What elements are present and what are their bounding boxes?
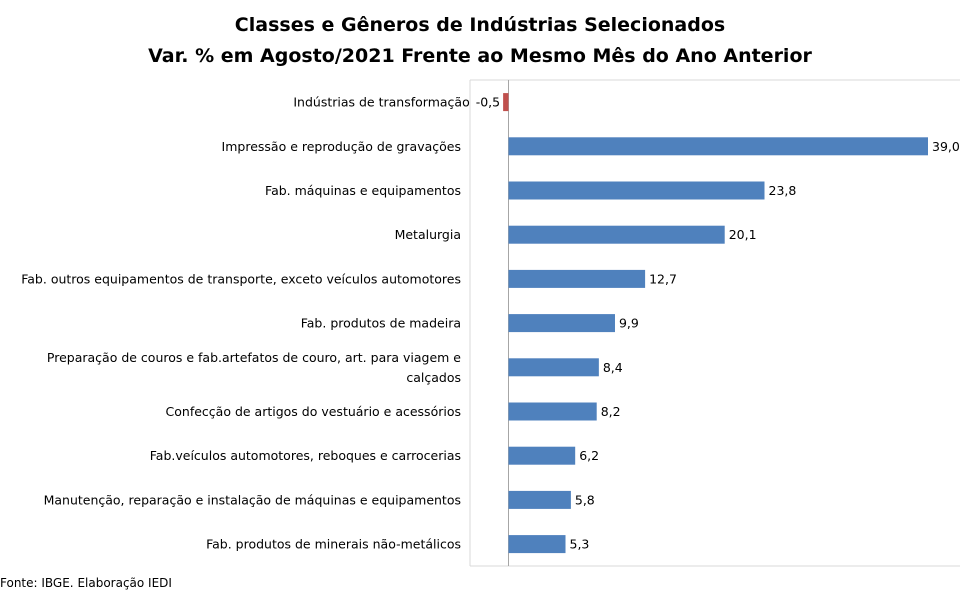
bar-2 — [508, 181, 765, 200]
bar-4 — [508, 269, 646, 288]
value-label-4: 12,7 — [649, 271, 677, 286]
value-label-10: 5,3 — [570, 537, 590, 552]
category-label-2: Fab. máquinas e equipamentos — [265, 183, 461, 198]
source-note: Fonte: IBGE. Elaboração IEDI — [0, 576, 172, 590]
category-label-6-line-0: Preparação de couros e fab.artefatos de … — [47, 350, 461, 365]
category-label-7: Confecção de artigos do vestuário e aces… — [166, 404, 461, 419]
value-label-5: 9,9 — [619, 316, 639, 331]
bar-3 — [508, 225, 725, 244]
bar-9 — [508, 490, 571, 509]
category-label-0: Indústrias de transformação — [293, 95, 469, 110]
bar-0 — [503, 93, 509, 112]
bar-7 — [508, 402, 597, 421]
category-label-6-line-1: calçados — [406, 370, 461, 385]
value-label-2: 23,8 — [769, 183, 797, 198]
value-label-7: 8,2 — [601, 404, 621, 419]
value-label-8: 6,2 — [579, 448, 599, 463]
value-label-3: 20,1 — [729, 227, 757, 242]
value-label-9: 5,8 — [575, 492, 595, 507]
category-label-8: Fab.veículos automotores, reboques e car… — [150, 448, 461, 463]
value-label-0: -0,5 — [476, 95, 500, 110]
value-label-1: 39,0 — [932, 139, 960, 154]
category-label-10: Fab. produtos de minerais não-metálicos — [206, 537, 461, 552]
category-label-5: Fab. produtos de madeira — [301, 316, 461, 331]
bar-6 — [508, 358, 599, 377]
category-label-9: Manutenção, reparação e instalação de má… — [44, 492, 461, 507]
category-label-1: Impressão e reprodução de gravações — [222, 139, 461, 154]
chart-marks: -0,5 Indústrias de transformação 39,0 Impre… — [21, 93, 960, 554]
chart-title-line-2: Var. % em Agosto/2021 Frente ao Mesmo Mê… — [148, 45, 812, 67]
bar-1 — [508, 137, 928, 156]
bar-10 — [508, 535, 566, 554]
value-label-6: 8,4 — [603, 360, 623, 375]
bar-8 — [508, 446, 576, 465]
category-label-4: Fab. outros equipamentos de transporte, … — [21, 271, 461, 286]
category-label-3: Metalurgia — [395, 227, 461, 242]
bar-5 — [508, 314, 615, 333]
chart-title-line-1: Classes e Gêneros de Indústrias Selecion… — [235, 14, 725, 36]
